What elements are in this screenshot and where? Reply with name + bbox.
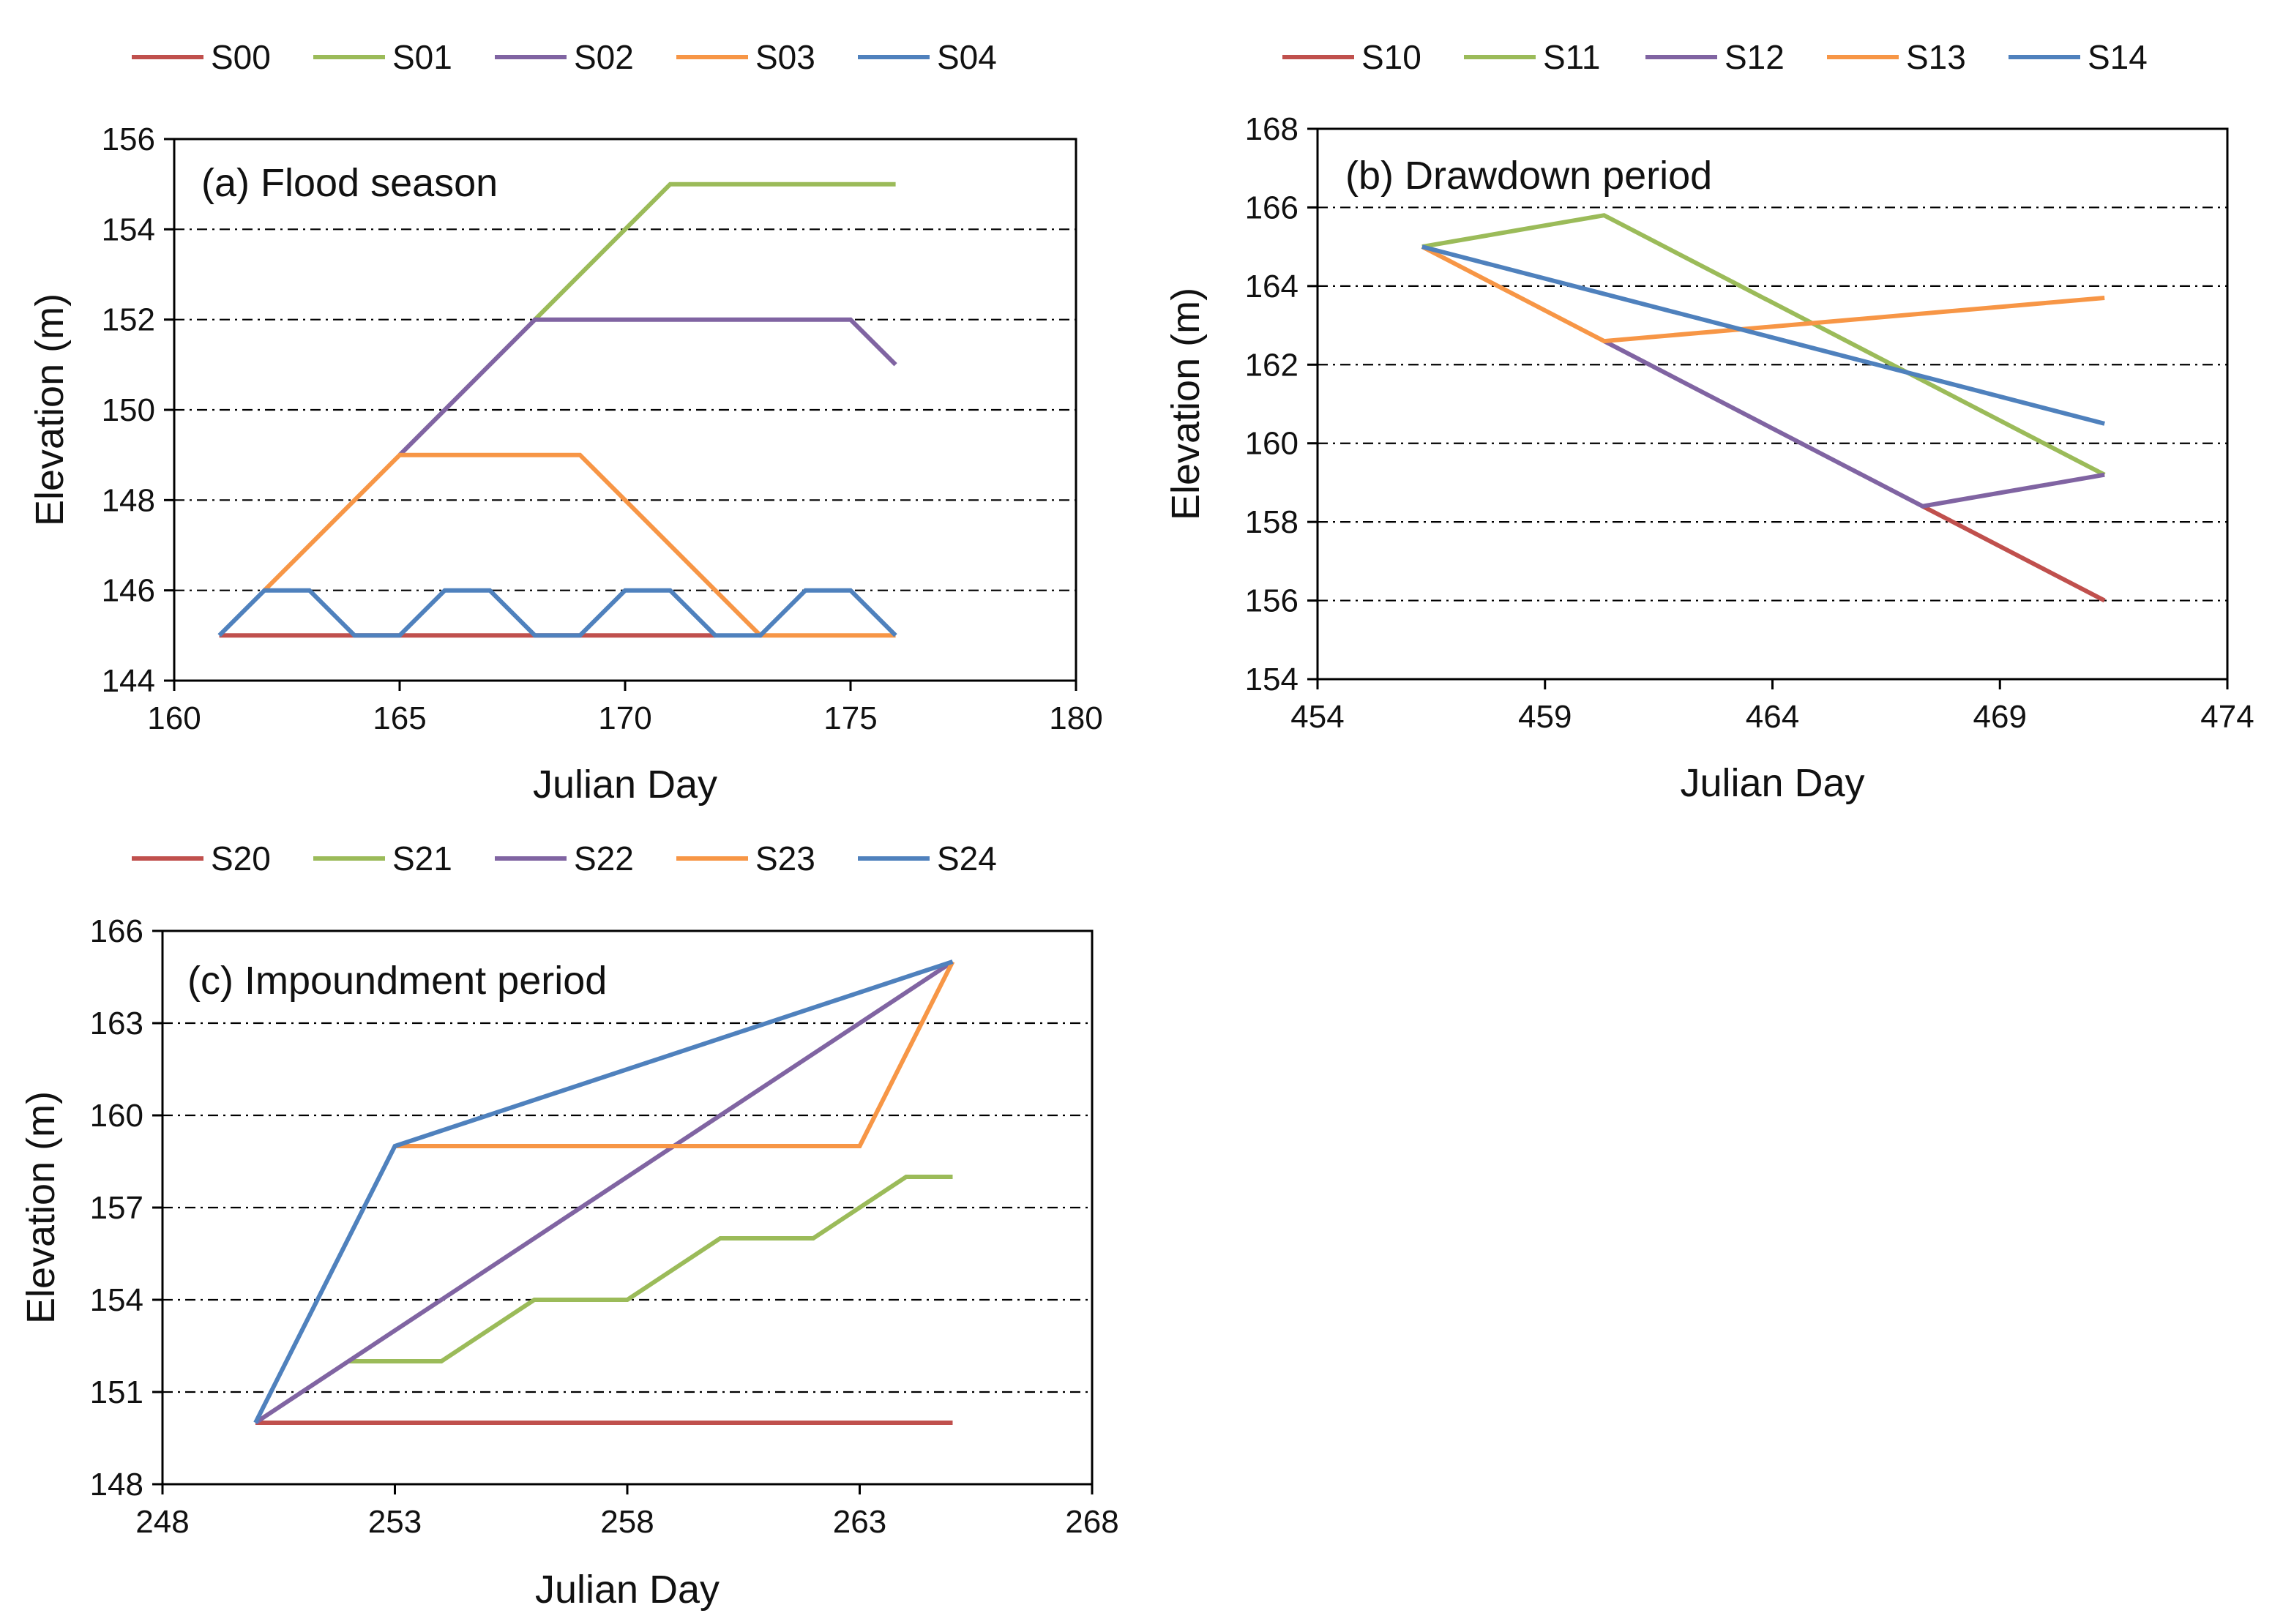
- y-tick-label: 151: [90, 1374, 143, 1410]
- x-tick-label: 160: [147, 700, 201, 736]
- series-line-S12: [1603, 339, 2105, 509]
- y-axis-title: Elevation (m): [19, 1091, 63, 1324]
- legend: S20 S21 S22 S23 S24: [132, 839, 997, 878]
- series-line-S02: [397, 317, 897, 457]
- legend-label-S22: S22: [574, 839, 634, 878]
- y-tick-label: 144: [102, 663, 155, 699]
- chart-panel-0: 160 165 170 175 180 144 146 148 150 152 154 156 (a) …: [28, 38, 1103, 807]
- y-tick-label: 156: [1245, 583, 1299, 619]
- series-line-S01: [533, 182, 896, 321]
- legend-label-S01: S01: [392, 38, 452, 76]
- series-line-S22: [254, 959, 954, 1425]
- legend: S10 S11 S12 S13 S14: [1282, 38, 2148, 76]
- y-tick-label: 158: [1245, 504, 1299, 540]
- y-tick-label: 148: [102, 482, 155, 518]
- x-tick-label: 248: [135, 1504, 189, 1540]
- x-tick-label: 180: [1049, 700, 1102, 736]
- legend: S00 S01 S02 S03 S04: [132, 38, 997, 76]
- x-tick-label: 165: [373, 700, 426, 736]
- legend-label-S02: S02: [574, 38, 634, 76]
- y-axis-title: Elevation (m): [28, 293, 72, 526]
- legend-label-S14: S14: [2088, 38, 2148, 76]
- legend-label-S12: S12: [1725, 38, 1785, 76]
- y-tick-label: 166: [90, 913, 143, 949]
- x-axis-title: Julian Day: [533, 763, 717, 807]
- series-line-S14: [1421, 244, 2105, 426]
- y-tick-label: 162: [1245, 347, 1299, 383]
- x-tick-label: 268: [1065, 1504, 1118, 1540]
- y-axis-title: Elevation (m): [1164, 288, 1208, 520]
- series-line-S11: [1421, 213, 2106, 477]
- y-tick-label: 154: [90, 1282, 143, 1318]
- panel-title: (c) Impoundment period: [187, 959, 607, 1003]
- legend-label-S13: S13: [1906, 38, 1966, 76]
- legend-label-S24: S24: [937, 839, 997, 878]
- series-line-S04: [217, 588, 897, 638]
- plot-area-frame: [1316, 127, 2229, 681]
- y-tick-label: 148: [90, 1467, 143, 1503]
- chart-panel-2: 248 253 258 263 268 148 151 154 157 160 163 166 (c) …: [19, 839, 1119, 1612]
- series-line-S23: [395, 960, 955, 1148]
- legend-label-S10: S10: [1361, 38, 1421, 76]
- x-tick-label: 459: [1518, 699, 1572, 735]
- legend-label-S00: S00: [211, 38, 271, 76]
- panel-title: (a) Flood season: [201, 161, 498, 205]
- x-tick-label: 469: [1973, 699, 2027, 735]
- x-tick-label: 170: [598, 700, 651, 736]
- legend-label-S21: S21: [392, 839, 452, 878]
- x-tick-label: 263: [833, 1504, 886, 1540]
- legend-label-S04: S04: [937, 38, 997, 76]
- series-line-S24: [253, 959, 954, 1424]
- x-axis-title: Julian Day: [535, 1568, 720, 1612]
- y-tick-label: 154: [102, 212, 155, 247]
- x-tick-label: 253: [368, 1504, 422, 1540]
- panel-title: (b) Drawdown period: [1345, 154, 1712, 198]
- legend-label-S23: S23: [755, 839, 815, 878]
- plot-area-frame: [173, 138, 1077, 682]
- x-tick-label: 474: [2200, 699, 2254, 735]
- x-axis-title: Julian Day: [1680, 761, 1864, 805]
- series-line-S03: [263, 452, 896, 638]
- series-line-S13: [1421, 244, 2105, 344]
- x-tick-label: 454: [1290, 699, 1344, 735]
- y-tick-label: 150: [102, 392, 155, 428]
- y-tick-label: 152: [102, 302, 155, 338]
- y-tick-label: 157: [90, 1190, 143, 1226]
- series-line-S10: [1921, 504, 2106, 603]
- y-tick-label: 166: [1245, 190, 1299, 225]
- y-tick-label: 168: [1245, 111, 1299, 147]
- y-tick-label: 164: [1245, 269, 1299, 304]
- y-tick-label: 154: [1245, 662, 1299, 697]
- y-tick-label: 146: [102, 573, 155, 609]
- y-tick-label: 160: [90, 1098, 143, 1134]
- legend-label-S03: S03: [755, 38, 815, 76]
- y-tick-label: 160: [1245, 426, 1299, 462]
- x-tick-label: 258: [600, 1504, 654, 1540]
- y-tick-label: 156: [102, 121, 155, 157]
- legend-label-S11: S11: [1543, 38, 1600, 76]
- legend-label-S20: S20: [211, 839, 271, 878]
- x-tick-label: 175: [823, 700, 877, 736]
- series-line-S21: [348, 1175, 953, 1363]
- y-tick-label: 163: [90, 1006, 143, 1041]
- chart-panel-1: 454 459 464 469 474 154 156 158 160 162 164 166 168 (…: [1164, 38, 2254, 805]
- x-tick-label: 464: [1746, 699, 1799, 735]
